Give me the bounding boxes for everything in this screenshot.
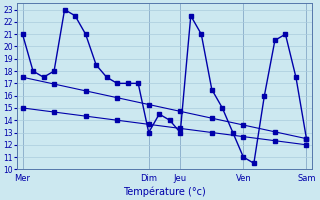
X-axis label: Température (°c): Température (°c): [123, 186, 206, 197]
